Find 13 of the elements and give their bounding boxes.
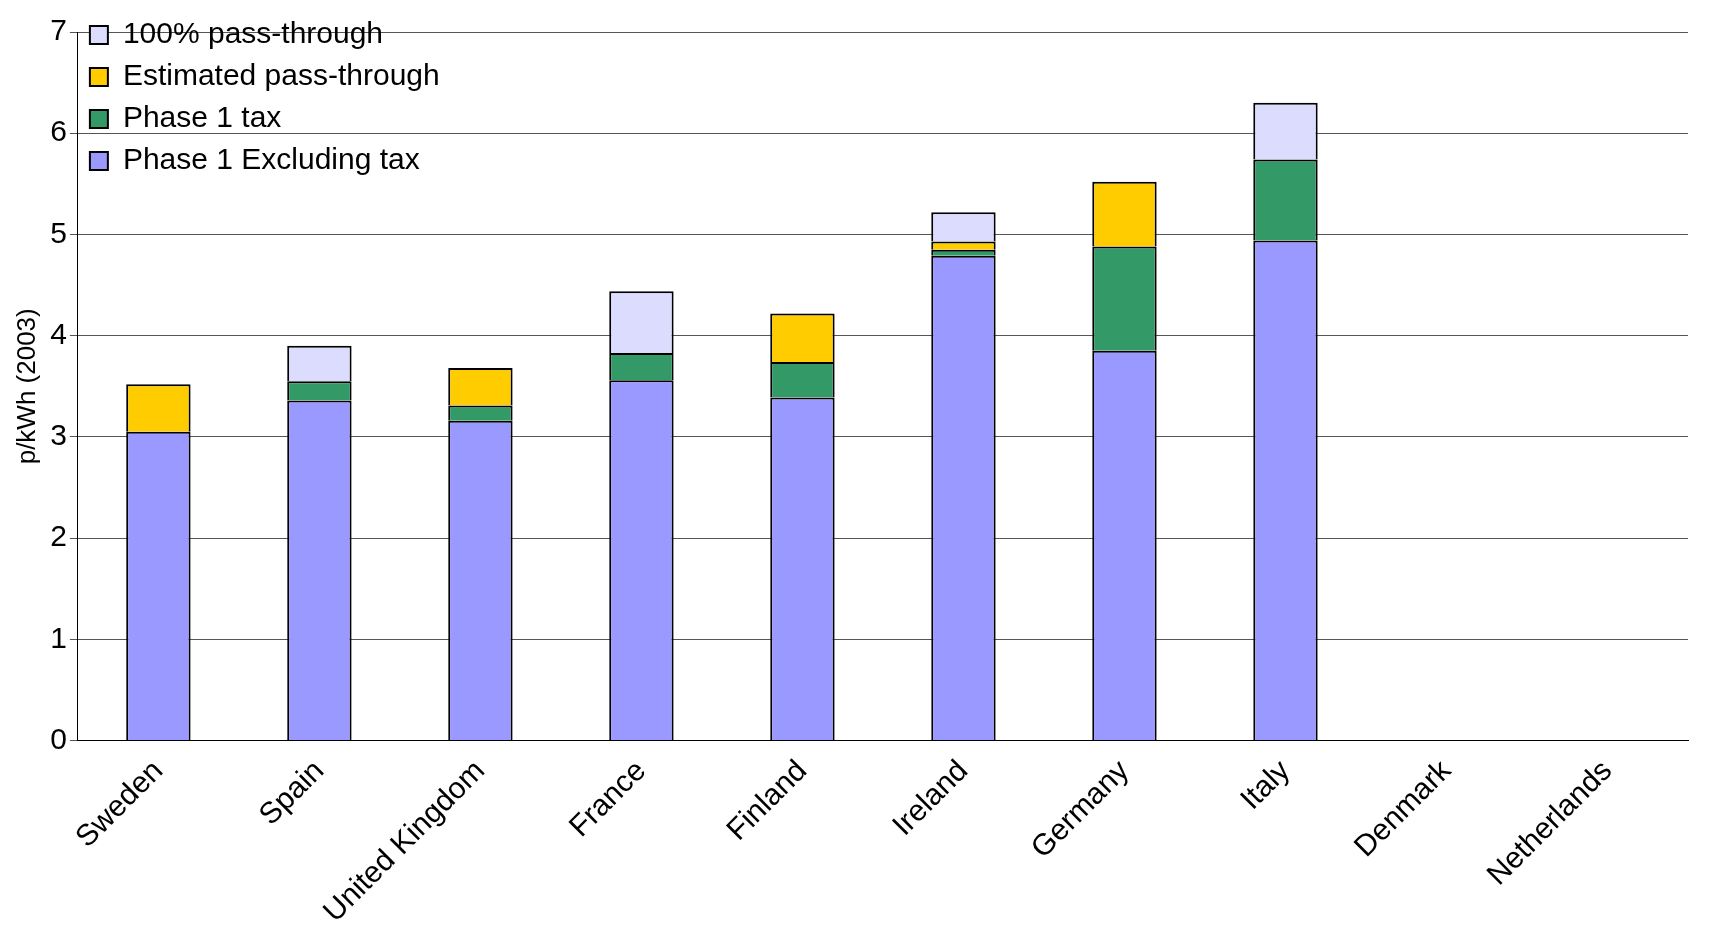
y-tick-label: 5 <box>50 215 67 249</box>
y-tick-label: 0 <box>50 721 67 755</box>
x-tick-label: Italy <box>1233 753 1296 816</box>
y-tick-label: 2 <box>50 519 67 553</box>
y-tick-label: 1 <box>50 620 67 654</box>
legend-label: Phase 1 tax <box>122 100 282 134</box>
y-tick-label: 6 <box>50 114 67 148</box>
y-tick-label: 4 <box>50 316 67 350</box>
y-tick-label: 7 <box>50 13 67 47</box>
legend-label: Phase 1 Excluding tax <box>122 142 420 176</box>
legend-label: Estimated pass-through <box>122 58 440 92</box>
y-axis-title: p/kWh (2003) <box>10 308 41 465</box>
y-tick-label: 3 <box>50 418 67 452</box>
